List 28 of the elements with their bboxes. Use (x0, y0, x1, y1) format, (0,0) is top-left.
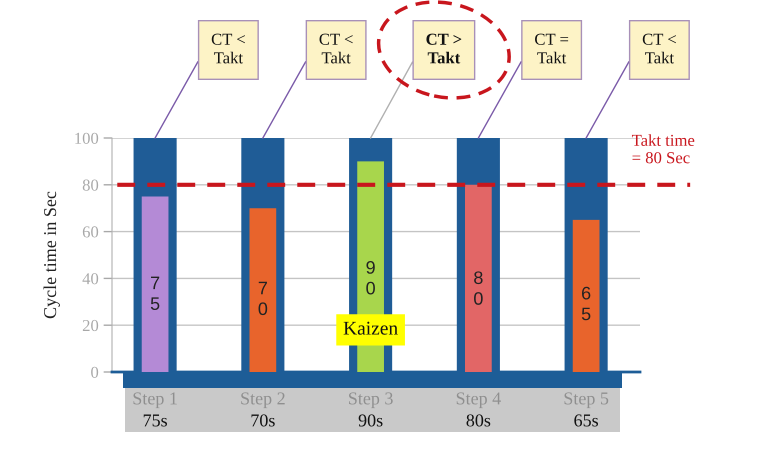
y-tick-label: 40 (82, 273, 98, 284)
bar (572, 220, 600, 372)
x-tick-label: Step 1 75s (133, 392, 177, 427)
ref-line-label: Takt time = 80 Sec (632, 134, 694, 164)
y-tick-label: 0 (91, 366, 98, 378)
x-tick-label: Step 5 65s (564, 392, 608, 427)
annotation: CT > Takt (426, 34, 462, 64)
y-tick-label: 20 (82, 320, 98, 332)
x-tick-label: Step 2 70s (241, 392, 285, 427)
y-tick-label: 60 (82, 226, 98, 238)
x-tick-label: Step 3 90s (349, 392, 393, 427)
data-label: 7 5 (150, 276, 160, 310)
annotation: Kaizen (344, 322, 398, 335)
data-label: 8 0 (474, 271, 483, 305)
bar (465, 184, 492, 372)
annotation: CT = Takt (535, 34, 568, 64)
annotation: CT < Takt (642, 34, 676, 64)
bar (249, 208, 276, 372)
annotation: CT < Takt (320, 34, 353, 64)
y-tick-label: 80 (82, 180, 98, 191)
data-label: 6 5 (582, 286, 590, 320)
y-tick-label: 100 (75, 132, 98, 144)
data-label: 9 0 (366, 261, 375, 295)
annotation: CT < Takt (212, 34, 245, 64)
x-tick-label: Step 4 80s (456, 392, 501, 427)
bar (142, 196, 168, 372)
y-axis-title: Cycle time in Sec (43, 192, 60, 318)
data-label: 7 0 (258, 282, 268, 316)
